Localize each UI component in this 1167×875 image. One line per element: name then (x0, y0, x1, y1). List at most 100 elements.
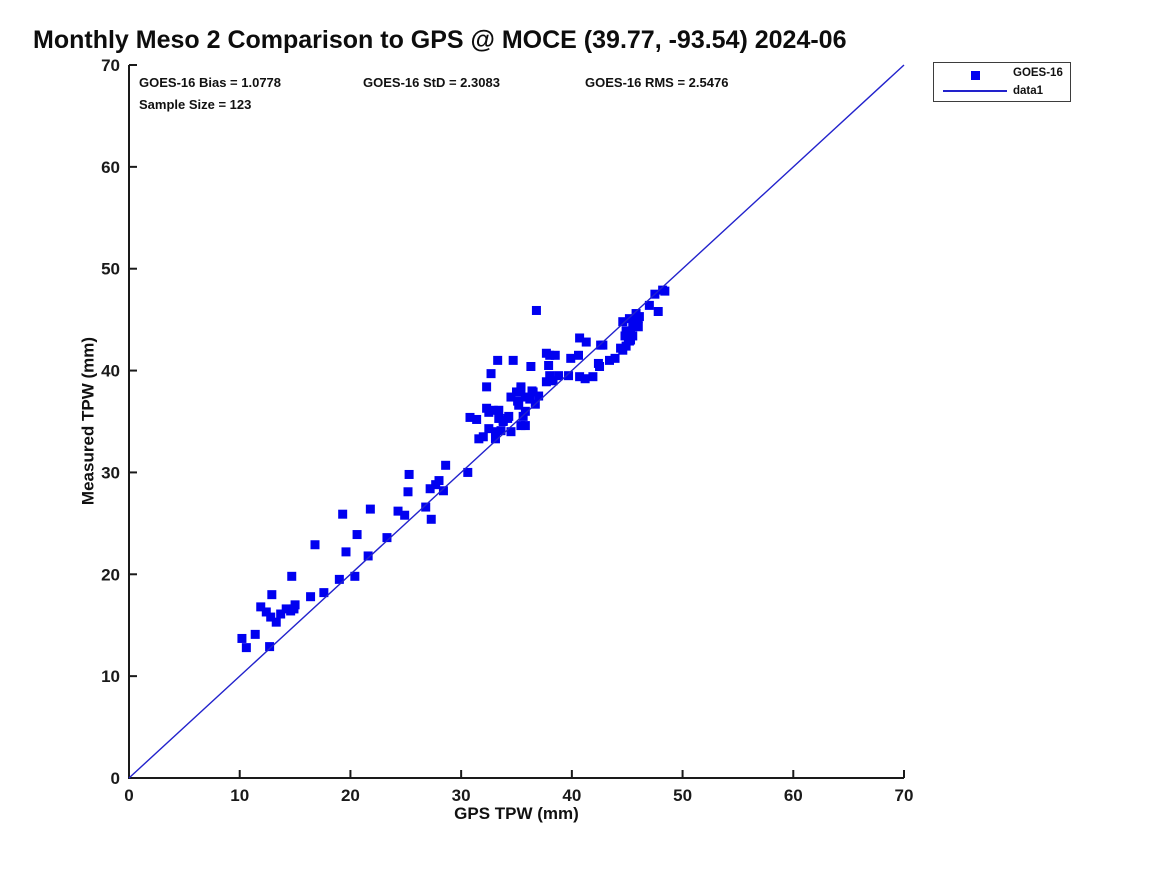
stat-bias: GOES-16 Bias = 1.0778 (139, 75, 282, 90)
chart-title: Monthly Meso 2 Comparison to GPS @ MOCE … (33, 26, 847, 54)
scatter-point (554, 371, 564, 381)
scatter-point (341, 547, 351, 557)
scatter-point (630, 317, 640, 327)
scatter-point (287, 571, 297, 581)
scatter-point (434, 476, 444, 486)
scatter-point (237, 633, 247, 643)
scatter-point (545, 371, 555, 381)
scatter-point (486, 369, 496, 379)
scatter-point (241, 643, 251, 653)
stat-sample-size: Sample Size = 123 (139, 97, 252, 112)
scatter-point (596, 340, 606, 350)
scatter-point (518, 411, 528, 421)
scatter-point (581, 337, 591, 347)
scatter-point (564, 371, 574, 381)
stat-rms: GOES-16 RMS = 2.5476 (585, 75, 729, 90)
scatter-point (365, 504, 375, 514)
scatter-point (490, 434, 500, 444)
scatter-point (310, 540, 320, 550)
scatter-point (403, 487, 413, 497)
scatter-point (271, 617, 281, 627)
scatter-point (506, 427, 516, 437)
scatter-point (265, 642, 275, 652)
identity-line (128, 64, 905, 779)
scatter-point (508, 355, 518, 365)
scatter-point (256, 602, 266, 612)
scatter-point (261, 607, 271, 617)
scatter-point (618, 317, 628, 327)
scatter-point (338, 509, 348, 519)
scatter-point (621, 341, 631, 351)
scatter-point (425, 484, 435, 494)
scatter-point (400, 510, 410, 520)
scatter-point (463, 467, 473, 477)
scatter-point (506, 392, 516, 402)
scatter-point (319, 588, 329, 598)
scatter-point (516, 382, 526, 392)
scatter-point (393, 506, 403, 516)
scatter-point (421, 502, 431, 512)
scatter-point (484, 424, 494, 434)
x-tick-label: 60 (784, 786, 803, 805)
legend: GOES-16 data1 (933, 62, 1071, 102)
scatter-point (520, 421, 530, 431)
scatter-point (550, 350, 560, 360)
scatter-point (496, 426, 506, 436)
scatter-point (633, 322, 643, 332)
legend-label-data1: data1 (1013, 85, 1044, 97)
y-tick-label: 0 (111, 769, 120, 788)
scatter-point (644, 300, 654, 310)
scatter-point (438, 486, 448, 496)
y-tick-label: 60 (101, 158, 120, 177)
scatter-point (267, 590, 277, 600)
scatter-point (478, 432, 488, 442)
scatter-point (595, 361, 605, 371)
scatter-point (350, 571, 360, 581)
scatter-point (610, 353, 620, 363)
scatter-point (575, 333, 585, 343)
x-tick-label: 20 (341, 786, 360, 805)
y-tick-label: 50 (101, 260, 120, 279)
scatter-point (513, 396, 523, 406)
y-axis-label: Measured TPW (mm) (78, 336, 98, 506)
scatter-point (626, 329, 636, 339)
scatter-point (580, 374, 590, 384)
scatter-point (363, 551, 373, 561)
scatter-point (660, 286, 670, 296)
scatter-point (634, 312, 644, 322)
x-tick-label: 30 (452, 786, 471, 805)
x-tick-label: 10 (230, 786, 249, 805)
scatter-point (465, 412, 475, 422)
scatter-point (404, 469, 414, 479)
scatter-point (653, 306, 663, 316)
scatter-point (624, 314, 634, 324)
scatter-point (306, 592, 316, 602)
y-tick-label: 40 (101, 362, 120, 381)
scatter-point (426, 514, 436, 524)
scatter-point (503, 413, 513, 423)
scatter-point (545, 350, 555, 360)
scatter-point (484, 407, 494, 417)
scatter-point (482, 382, 492, 392)
scatter-point (575, 372, 585, 382)
scatter-point (289, 604, 299, 614)
scatter-point (566, 353, 576, 363)
scatter-point (526, 361, 536, 371)
scatter-point (534, 391, 544, 401)
scatter-point (544, 360, 554, 370)
scatter-point (527, 386, 537, 396)
scatter-point (276, 609, 286, 619)
legend-label-goes16: GOES-16 (1013, 67, 1063, 79)
y-tick-label: 30 (101, 463, 120, 482)
scatter-point (624, 336, 634, 346)
scatter-point (520, 406, 530, 416)
scatter-point (334, 574, 344, 584)
x-tick-label: 50 (673, 786, 692, 805)
scatter-point (352, 530, 362, 540)
x-tick-label: 40 (562, 786, 581, 805)
scatter-point (531, 305, 541, 315)
scatter-point (441, 460, 451, 470)
legend-square-marker-icon (971, 71, 980, 80)
